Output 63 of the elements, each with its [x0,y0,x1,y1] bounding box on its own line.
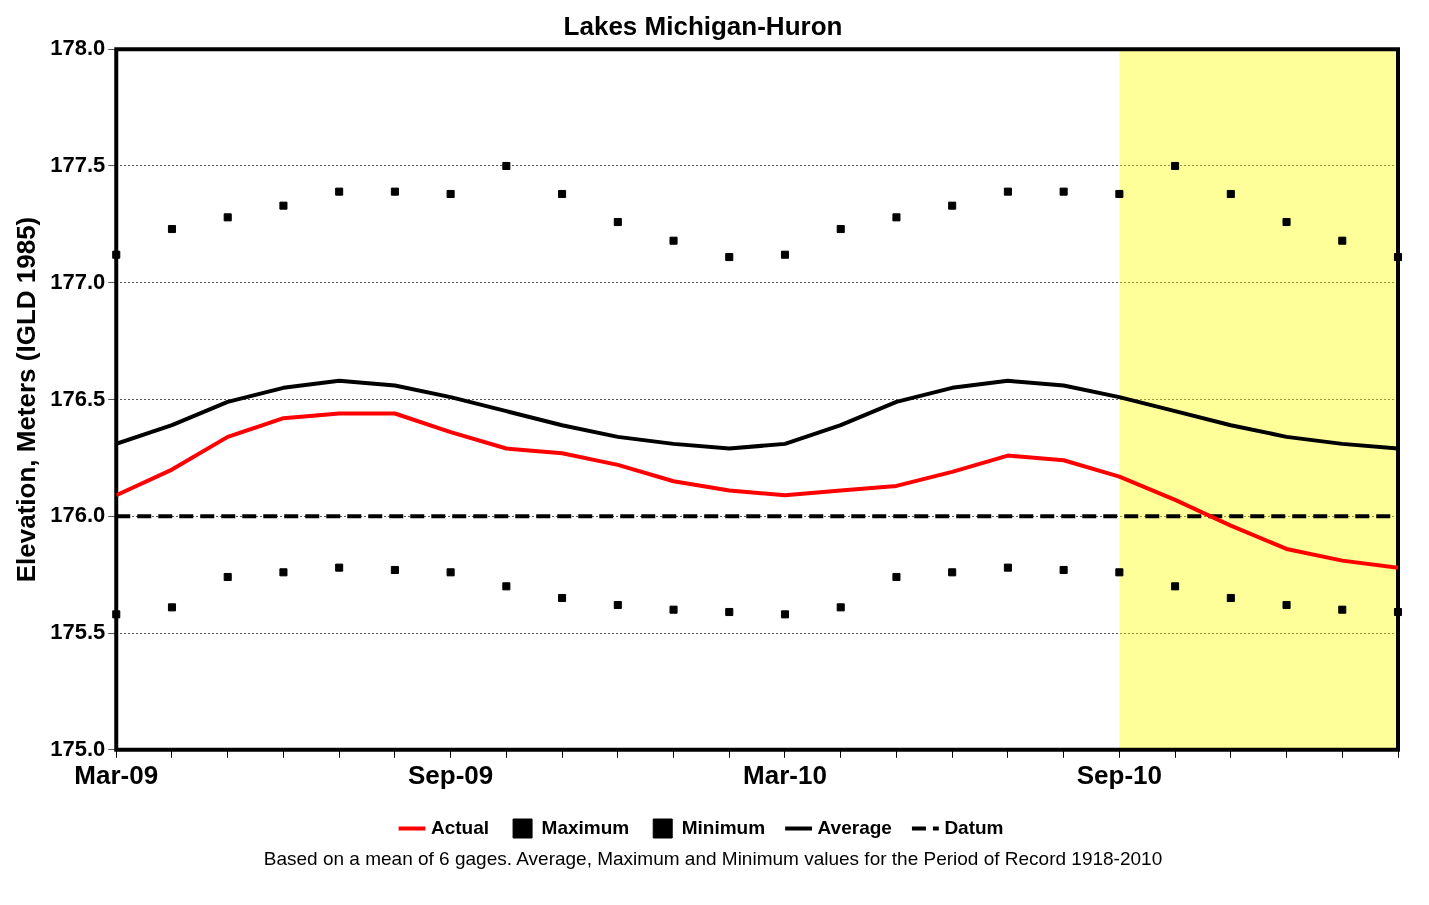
point [780,610,790,619]
legend-label: Maximum [541,816,630,838]
point [669,605,678,614]
x-tick-label: Mar-10 [743,759,827,790]
point [1171,161,1180,170]
point [1338,236,1347,245]
y-axis-title: Elevation, Meters (IGLD 1985) [10,216,41,583]
chart-title: Lakes Michigan-Huron [563,10,843,41]
y-tick-label: 177.5 [50,152,106,178]
x-tick-label: Sep-09 [407,759,494,790]
point [725,607,734,617]
point [335,563,344,572]
point [167,603,177,612]
text: Based on a mean of 6 gages. Average, Maximum and Minimum values for the Period of Record 1918-2010 [262,848,1164,870]
point [836,224,845,234]
point [390,565,399,575]
point [446,189,455,199]
point [390,187,399,196]
point [780,250,790,259]
point [1171,582,1180,591]
legend-label: Datum [944,816,1004,838]
point [167,224,177,234]
legend-label: Actual [431,816,490,838]
point [613,217,622,227]
point [892,572,901,582]
point [1003,187,1012,196]
point [558,189,567,199]
point [1003,563,1012,572]
point [446,568,455,577]
point [1115,189,1124,199]
point [1115,568,1124,577]
point [1282,217,1291,227]
y-tick-label: 175.5 [50,619,106,645]
point [502,161,511,170]
point [335,187,344,196]
x-tick-label: Sep-10 [1076,759,1162,790]
point [502,582,511,591]
point [948,201,957,210]
y-tick-label: 178.0 [50,35,106,61]
y-tick-label: 177.0 [50,268,106,294]
point [1282,600,1291,610]
point [1338,605,1347,614]
point [613,600,622,610]
y-tick-label: 176.5 [50,385,106,411]
point [1226,593,1235,603]
point [836,603,845,612]
legend-label: Minimum [681,816,766,838]
point [892,213,901,222]
point [558,593,567,603]
point [948,568,957,577]
y-tick-label: 175.0 [50,735,106,761]
x-tick-label: Mar-09 [74,759,159,790]
legend-label: Average [817,816,892,838]
y-tick-label: 176.0 [50,502,106,528]
point [1059,565,1068,575]
point [223,213,232,222]
point [1059,187,1068,196]
point [725,253,734,262]
point [279,201,288,210]
point [223,572,232,582]
point [669,236,678,245]
point [279,568,288,577]
point [1226,189,1235,199]
